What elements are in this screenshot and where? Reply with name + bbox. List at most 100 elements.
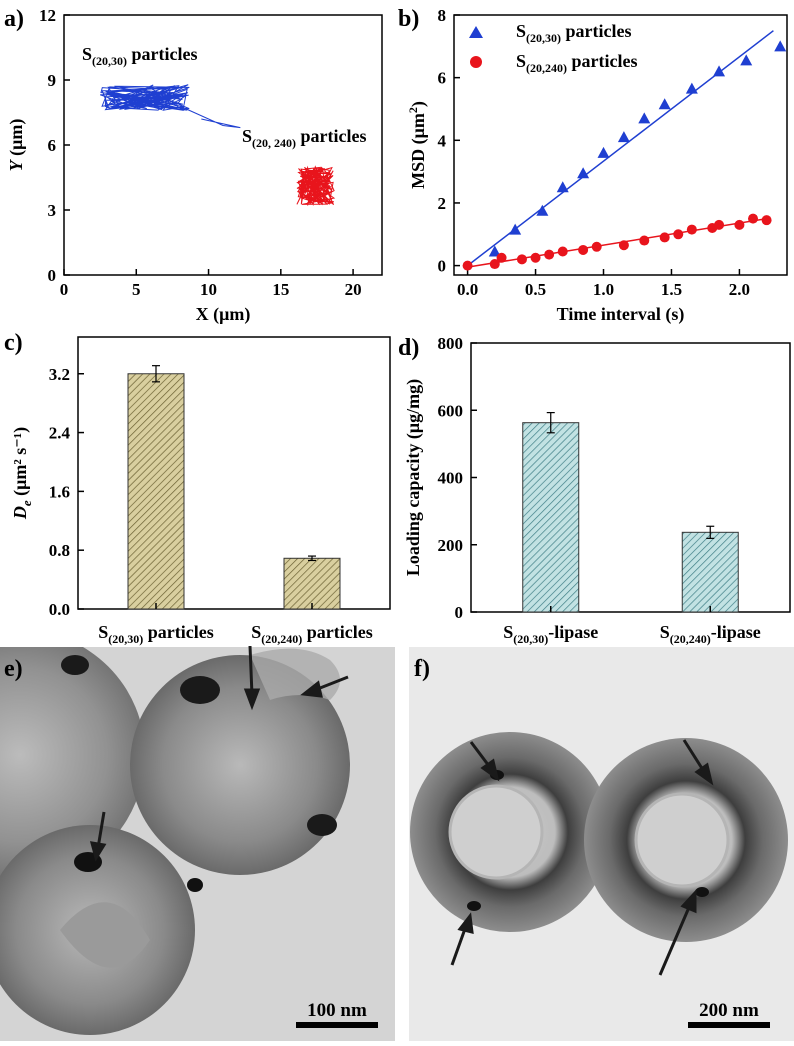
chart-d: 0 200 400 600 800 S(20,30)-lipase S(20,240)-li… [403, 334, 791, 646]
bar [522, 422, 580, 613]
x-axis-label: X (μm) [196, 304, 251, 325]
panel-label-f: f) [414, 656, 430, 682]
y-tick-label: 1.6 [49, 482, 70, 501]
bar [681, 531, 739, 613]
x-tick-label: 0.5 [525, 280, 546, 299]
plot-frame [453, 14, 788, 276]
category-label: S(20,30)-lipase [503, 622, 598, 646]
legend-label: S(20,240) particles [516, 51, 638, 75]
panel-label-b: b) [398, 6, 419, 32]
data-point [556, 181, 569, 193]
y-tick-label: 400 [438, 469, 464, 488]
y-tick-label: 9 [48, 71, 57, 90]
data-point [639, 235, 650, 246]
y-tick-label: 3 [48, 201, 57, 220]
data-point [659, 232, 670, 243]
y-tick-label: 800 [438, 334, 464, 353]
y-tick-label: 3.2 [49, 365, 70, 384]
x-tick-label: 1.5 [661, 280, 682, 299]
data-point [685, 82, 698, 94]
data-point [597, 146, 610, 158]
y-tick-label: 0.0 [49, 600, 70, 619]
y-tick-label: 0 [438, 257, 447, 276]
data-point [740, 54, 753, 66]
scale-label-e: 100 nm [307, 1000, 367, 1021]
bar [283, 557, 341, 610]
category-label: S(20,240)-lipase [660, 622, 761, 646]
trajectory-line [296, 165, 336, 206]
y-tick-label: 2.4 [49, 424, 71, 443]
data-point [658, 98, 671, 110]
panel-label-a: a) [4, 6, 24, 32]
y-axis-label: Y (μm) [6, 119, 27, 172]
data-point [618, 240, 629, 251]
data-point [577, 167, 590, 179]
y-axis-label: De (μm² s⁻¹) [10, 427, 34, 520]
y-tick-label: 12 [39, 6, 56, 25]
data-point [536, 204, 549, 216]
annotation-s20-240: S(20, 240) particles [242, 126, 367, 150]
y-tick-label: 200 [438, 536, 464, 555]
data-point [761, 215, 772, 226]
data-point [530, 252, 541, 263]
data-point [509, 223, 522, 235]
data-point [544, 249, 555, 260]
y-tick-label: 8 [438, 6, 447, 25]
x-tick-label: 0 [60, 280, 69, 299]
x-tick-label: 10 [200, 280, 217, 299]
legend-label: S(20,30) particles [516, 21, 632, 45]
trajectory-line [100, 84, 190, 111]
data-point [748, 213, 759, 224]
chart-c: 0.0 0.8 1.6 2.4 3.2 S(20,30) particles S(20,24… [10, 336, 391, 646]
scale-label-f: 200 nm [699, 1000, 759, 1021]
data-point [516, 254, 527, 265]
panel-label-e: e) [4, 656, 23, 682]
x-tick-label: 2.0 [729, 280, 750, 299]
data-point [462, 260, 473, 271]
x-tick-label: 5 [132, 280, 141, 299]
panel-label-d: d) [398, 335, 419, 361]
data-point [774, 40, 787, 52]
plot-frame [77, 336, 391, 610]
data-point [714, 219, 725, 230]
plot-frame [470, 342, 791, 613]
data-point [617, 131, 630, 143]
y-tick-label: 0.8 [49, 541, 70, 560]
y-tick-label: 0 [48, 266, 57, 285]
y-axis-label: MSD (μm2) [406, 101, 429, 189]
data-point [713, 65, 726, 77]
legend-marker [469, 26, 483, 38]
y-tick-label: 0 [455, 603, 464, 622]
arrow-icon [89, 645, 349, 862]
micrograph-f: f) 200 nm [409, 647, 794, 1041]
y-tick-label: 2 [438, 194, 447, 213]
category-label: S(20,30) particles [98, 622, 214, 646]
x-tick-label: 20 [345, 280, 362, 299]
annotation-s20-30: S(20,30) particles [82, 44, 198, 68]
data-point [578, 244, 589, 255]
trajectory-line [179, 105, 241, 129]
fit-line [467, 30, 774, 267]
micrograph-e: e) 100 nm [0, 645, 395, 1041]
x-axis-label: Time interval (s) [557, 304, 685, 325]
bar [127, 373, 185, 610]
y-axis-label: Loading capacity (μg/mg) [403, 379, 424, 576]
data-point [496, 252, 507, 263]
chart-b: 0.0 0.5 1.0 1.5 2.0 0 2 4 6 8 Time interval (s) MSD… [406, 6, 788, 325]
data-point [673, 229, 684, 240]
y-tick-label: 6 [48, 136, 57, 155]
x-tick-label: 0.0 [457, 280, 478, 299]
data-point [591, 241, 602, 252]
y-tick-label: 600 [438, 401, 464, 420]
x-tick-label: 1.0 [593, 280, 614, 299]
data-point [488, 245, 501, 257]
category-label: S(20,240) particles [251, 622, 373, 646]
panel-label-c: c) [4, 330, 23, 356]
arrow-icon [450, 739, 714, 976]
data-point [489, 259, 500, 270]
data-point [686, 224, 697, 235]
data-point [557, 246, 568, 257]
chart-a: 0 5 10 15 20 0 3 6 9 12 X (μm) Y (μm) S(20,30) parti… [6, 6, 383, 325]
y-tick-label: 4 [438, 131, 447, 150]
